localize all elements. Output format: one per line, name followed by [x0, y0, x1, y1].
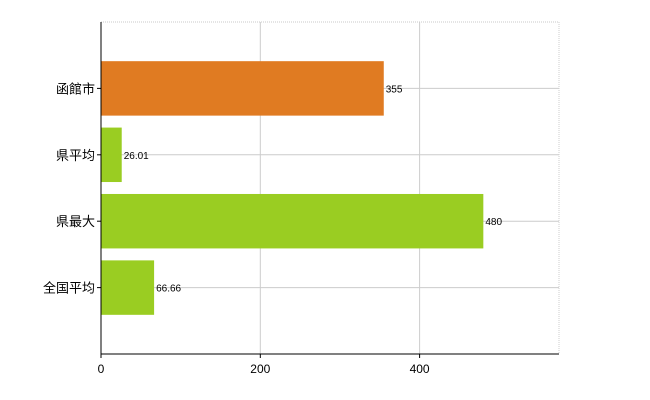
bar-2 — [101, 127, 122, 183]
data-label: 480 — [485, 217, 502, 228]
data-label: 26.01 — [124, 151, 149, 162]
data-label: 355 — [386, 84, 403, 95]
axes — [97, 22, 559, 358]
category-label: 函館市 — [56, 81, 95, 96]
bars — [101, 61, 484, 315]
bar-1 — [101, 61, 384, 116]
bar-4 — [101, 260, 155, 315]
x-tick-label: 0 — [98, 362, 105, 376]
labels: 函館市 355 県平均 26.01 県最大 480 全国平均 66.66 0 200 400 — [43, 81, 502, 376]
x-tick-label: 200 — [250, 362, 270, 376]
category-label: 県平均 — [56, 148, 95, 163]
x-tick-label: 400 — [410, 362, 430, 376]
bar-3 — [101, 193, 484, 249]
category-label: 全国平均 — [43, 281, 95, 296]
category-label: 県最大 — [56, 214, 95, 229]
data-label: 66.66 — [156, 284, 181, 295]
